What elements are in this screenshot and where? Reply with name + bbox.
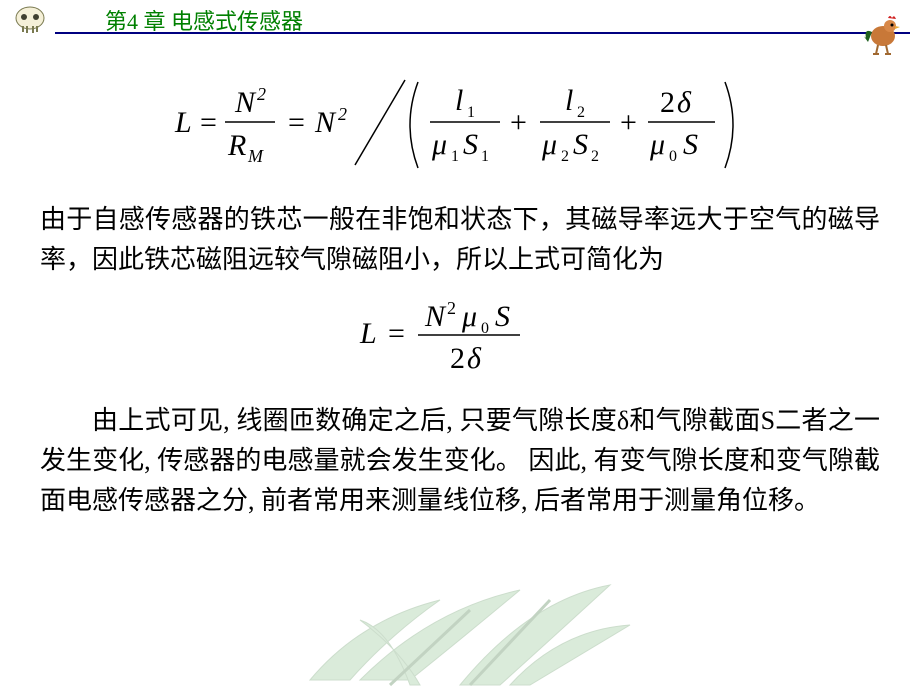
- eq1-L: L: [174, 106, 192, 139]
- eq2-L: L: [359, 317, 377, 350]
- header-skull-icon: [10, 5, 50, 35]
- eq1-t2n: l: [565, 84, 573, 117]
- eq1-t3nc: 2: [660, 86, 675, 119]
- eq1-t3das: 0: [669, 148, 677, 165]
- header-underline: [55, 32, 910, 34]
- eq1-t3db: S: [683, 128, 698, 161]
- bamboo-background: [210, 540, 710, 690]
- svg-text:=: =: [388, 317, 405, 350]
- eq1-t1dbs: 1: [481, 148, 489, 165]
- eq1-t2db: S: [573, 128, 588, 161]
- equation-1: L = N 2 R M = N 2 l 1 μ 1 S: [40, 70, 880, 180]
- eq2-mu: μ: [461, 300, 477, 333]
- paragraph-1: 由于自感传感器的铁芯一般在非饱和状态下，其磁导率远大于空气的磁导率，因此铁芯磁阻…: [40, 200, 880, 281]
- paragraph-2: 由上式可见, 线圈匝数确定之后, 只要气隙长度δ和气隙截面S二者之一发生变化, …: [40, 401, 880, 522]
- eq1-t2das: 2: [561, 148, 569, 165]
- eq1-t2da: μ: [541, 128, 557, 161]
- eq1-t3nv: δ: [677, 86, 692, 119]
- eq1-t1das: 1: [451, 148, 459, 165]
- page-content: L = N 2 R M = N 2 l 1 μ 1 S: [0, 40, 920, 521]
- svg-text:=: =: [288, 106, 305, 139]
- eq2-Nsup: 2: [447, 298, 456, 318]
- eq1-t1db: S: [463, 128, 478, 161]
- eq2-2: 2: [450, 342, 465, 375]
- eq1-t1n: l: [455, 84, 463, 117]
- eq1-N2: N: [314, 106, 337, 139]
- page-header: 第4 章 电感式传感器: [0, 0, 920, 40]
- rooster-icon: [858, 8, 908, 58]
- eq1-t3da: μ: [649, 128, 665, 161]
- eq2-N: N: [424, 300, 447, 333]
- eq1-RM-M: M: [247, 146, 264, 166]
- eq1-RM-R: R: [227, 129, 246, 162]
- eq1-t2dbs: 2: [591, 148, 599, 165]
- svg-text:+: +: [510, 106, 527, 139]
- eq1-N1: N: [234, 86, 257, 119]
- eq1-t1ns: 1: [467, 104, 475, 121]
- eq1-t2ns: 2: [577, 104, 585, 121]
- eq2-delta: δ: [467, 342, 482, 375]
- eq1-sup1: 2: [257, 84, 266, 104]
- equation-2: L = N 2 μ 0 S 2 δ: [40, 291, 880, 381]
- eq1-N2sup: 2: [338, 104, 347, 124]
- svg-text:+: +: [620, 106, 637, 139]
- svg-text:=: =: [200, 106, 217, 139]
- eq1-t1da: μ: [431, 128, 447, 161]
- eq2-S: S: [495, 300, 510, 333]
